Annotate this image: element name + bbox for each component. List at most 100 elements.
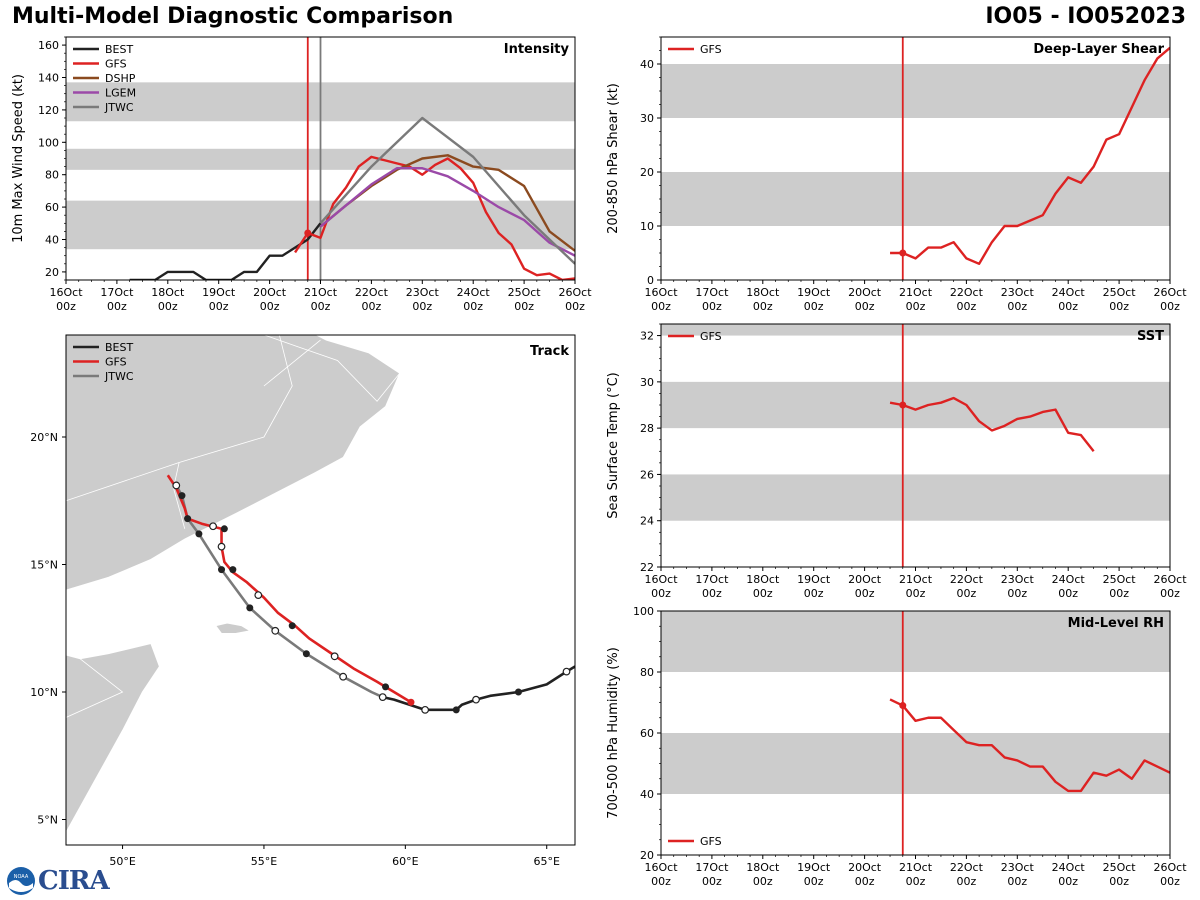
track-series-best [382,665,575,712]
intensity-series-gfs [294,155,575,280]
rh-xtick-sublabel: 00z [1160,875,1180,888]
cira-logo: NOAA CIRA [6,866,110,896]
noaa-logo-icon: NOAA [7,867,35,895]
sst-xtick-label: 16Oct [644,573,678,586]
shear-xtick-label: 22Oct [950,286,984,299]
rh-title: Mid-Level RH [1068,616,1164,631]
sst-ytick-label: 26 [640,468,654,481]
shear-xtick-label: 18Oct [746,286,780,299]
rh-xtick-label: 21Oct [899,861,933,874]
track-point-filled [288,622,296,630]
sst-xtick-sublabel: 00z [957,587,977,600]
sst-band-2 [661,324,1170,336]
intensity-series-jtwc [319,116,575,265]
intensity-xtick-sublabel: 00z [362,300,382,313]
shear-xtick-sublabel: 00z [702,300,722,313]
sst-ytick-label: 28 [640,422,654,435]
somalia-land [66,643,160,833]
rh-gfs-current-marker [899,702,907,710]
track-point-open [209,522,217,531]
border-line [263,339,321,387]
shear-band-0 [661,172,1170,226]
intensity-xtick-label: 26Oct [558,286,592,299]
intensity-ytick-label: 120 [38,104,59,117]
sst-xtick-label: 25Oct [1103,573,1137,586]
track-map-area [66,335,575,833]
rh-ytick-label: 60 [640,727,654,740]
sst-frame [660,323,1171,568]
sst-xtick-label: 20Oct [848,573,882,586]
sst-xtick-label: 26Oct [1153,573,1187,586]
rh-xtick-label: 20Oct [848,861,882,874]
track-legend-label-best: BEST [105,341,133,354]
shear-xtick-label: 23Oct [1001,286,1035,299]
track-lon-label: 50°E [109,855,135,868]
track-point-filled [302,650,310,658]
shear-xtick-label: 17Oct [695,286,729,299]
track-legend-label-gfs: GFS [105,356,127,369]
intensity-xtick-sublabel: 00z [107,300,127,313]
track-point-open [217,542,226,551]
shear-xtick-sublabel: 00z [1058,300,1078,313]
rh-band-0 [661,733,1170,794]
track-point-open [562,667,571,676]
intensity-xtick-label: 19Oct [202,286,236,299]
track-lon-label: 55°E [251,855,277,868]
intensity-xtick-sublabel: 00z [565,300,585,313]
shear-xtick-sublabel: 00z [804,300,824,313]
sst-series-gfs [889,396,1095,453]
track-point-open [472,695,480,704]
intensity-legend-label-best: BEST [105,43,133,56]
svg-text:NOAA: NOAA [14,874,29,880]
shear-xtick-label: 20Oct [848,286,882,299]
track-point-filled [229,566,237,574]
intensity-xtick-sublabel: 00z [463,300,483,313]
rh-xtick-label: 26Oct [1153,861,1187,874]
shear-xtick-sublabel: 00z [906,300,926,313]
intensity-xtick-label: 22Oct [355,286,389,299]
shear-title: Deep-Layer Shear [1033,42,1164,57]
shear-xtick-sublabel: 00z [957,300,977,313]
rh-xtick-sublabel: 00z [957,875,977,888]
rh-ytick-label: 100 [633,605,654,618]
sst-xtick-sublabel: 00z [1160,587,1180,600]
cira-logo-text: CIRA [38,866,110,896]
shear-xtick-sublabel: 00z [855,300,875,313]
rh-xtick-sublabel: 00z [753,875,773,888]
track-point-open [271,626,280,635]
rh-xtick-label: 18Oct [746,861,780,874]
track-point-filled [218,566,226,574]
shear-ylabel: 200-850 hPa Shear (kt) [606,83,621,234]
shear-xtick-label: 26Oct [1153,286,1187,299]
track-point-open [254,591,263,599]
rh-xtick-sublabel: 00z [1058,875,1078,888]
shear-xtick-label: 16Oct [644,286,678,299]
sst-xtick-label: 22Oct [950,573,984,586]
page-title: Multi-Model Diagnostic Comparison [12,4,454,29]
rh-xtick-sublabel: 00z [651,875,671,888]
shear-ytick-label: 10 [640,220,654,233]
intensity-xtick-label: 17Oct [100,286,134,299]
shear-ytick-label: 30 [640,112,654,125]
rh-plot-area [661,611,1170,855]
intensity-ytick-label: 20 [45,266,59,279]
rh-band-1 [661,611,1170,672]
intensity-ytick-label: 100 [38,136,59,149]
shear-xtick-sublabel: 00z [753,300,773,313]
intensity-legend-label-dshp: DSHP [105,72,136,85]
track-point-open [378,693,387,701]
intensity-xtick-sublabel: 00z [209,300,229,313]
sst-xtick-label: 19Oct [797,573,831,586]
shear-xtick-label: 21Oct [899,286,933,299]
intensity-xtick-label: 24Oct [457,286,491,299]
sst-xtick-sublabel: 00z [906,587,926,600]
intensity-xtick-label: 16Oct [49,286,83,299]
sst-ytick-label: 22 [640,561,654,574]
intensity-ytick-label: 40 [45,234,59,247]
shear-ytick-label: 40 [640,58,654,71]
sst-ytick-label: 32 [640,330,654,343]
sst-xtick-sublabel: 00z [1109,587,1129,600]
shear-xtick-sublabel: 00z [1007,300,1027,313]
intensity-ytick-label: 60 [45,201,59,214]
